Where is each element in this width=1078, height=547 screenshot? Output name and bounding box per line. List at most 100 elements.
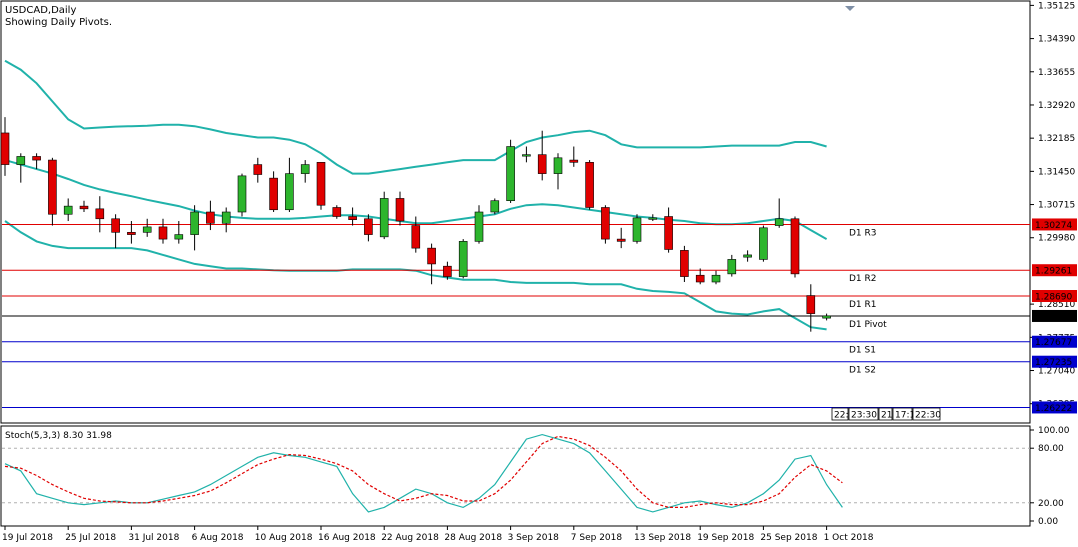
bullish-candle bbox=[743, 254, 752, 258]
bearish-candle bbox=[790, 218, 800, 275]
bearish-candle bbox=[111, 218, 120, 233]
bearish-candle bbox=[601, 207, 610, 240]
time-axis-label: 25 Sep 2018 bbox=[760, 533, 817, 543]
bullish-candle bbox=[727, 259, 737, 275]
bullish-candle bbox=[458, 241, 468, 277]
pivot-price-tag-label: 1.27677 bbox=[1035, 338, 1072, 348]
bearish-candle bbox=[569, 159, 579, 163]
bearish-candle bbox=[332, 207, 342, 217]
time-axis-label: 1 Oct 2018 bbox=[824, 533, 874, 543]
bullish-candle bbox=[142, 226, 152, 233]
time-axis-label: 6 Aug 2018 bbox=[192, 533, 244, 543]
bullish-candle bbox=[190, 211, 199, 235]
bullish-candle bbox=[474, 211, 484, 242]
bearish-candle bbox=[0, 132, 10, 165]
bullish-candle bbox=[16, 156, 26, 165]
stochastic-signal-line bbox=[4, 435, 843, 508]
session-time-label: 22:30 bbox=[834, 411, 860, 421]
bullish-candle bbox=[285, 173, 294, 211]
bearish-candle bbox=[206, 211, 215, 224]
bullish-candle bbox=[774, 218, 784, 226]
pivot-price-tag bbox=[1032, 401, 1077, 414]
time-axis-label: 16 Aug 2018 bbox=[318, 533, 376, 543]
bullish-candle bbox=[759, 227, 768, 260]
bullish-candle bbox=[648, 217, 658, 220]
price-axis-label: 1.34390 bbox=[1038, 35, 1075, 45]
pivot-price-tag-label: 1.30274 bbox=[1035, 221, 1072, 231]
bearish-candle bbox=[664, 216, 673, 250]
bullish-candle bbox=[711, 274, 721, 283]
stoch-axis-label: 80.00 bbox=[1038, 444, 1064, 454]
bearish-candle bbox=[806, 295, 816, 314]
pivot-label: D1 Pivot bbox=[849, 320, 887, 330]
price-axis-label: 1.32920 bbox=[1038, 101, 1075, 111]
session-time-box bbox=[912, 407, 941, 421]
chart-shift-marker[interactable] bbox=[845, 6, 855, 11]
session-time-box bbox=[878, 407, 893, 421]
price-axis-label: 1.29980 bbox=[1038, 234, 1075, 244]
time-axis-label: 28 Aug 2018 bbox=[444, 533, 502, 543]
pivot-note-label: Showing Daily Pivots. bbox=[5, 17, 112, 28]
price-axis-label: 1.33655 bbox=[1038, 68, 1075, 78]
pivot-price-tag bbox=[1032, 335, 1077, 348]
session-time-label: 23:30 bbox=[851, 411, 877, 421]
bearish-candle bbox=[316, 162, 326, 206]
time-axis-label: 3 Sep 2018 bbox=[508, 533, 560, 543]
session-time-box bbox=[892, 407, 913, 421]
bullish-candle bbox=[379, 198, 389, 238]
bearish-candle bbox=[48, 159, 57, 215]
bearish-candle bbox=[95, 208, 105, 220]
bullish-candle bbox=[553, 157, 563, 174]
pivot-price-tag bbox=[1032, 264, 1077, 277]
bullish-candle bbox=[822, 315, 831, 319]
indicator-pane-frame bbox=[0, 425, 1031, 527]
bullish-candle bbox=[221, 211, 231, 224]
time-axis-label: 7 Sep 2018 bbox=[571, 533, 623, 543]
bearish-candle bbox=[253, 164, 263, 175]
bullish-candle bbox=[237, 175, 247, 213]
time-axis-label: 31 Jul 2018 bbox=[128, 533, 179, 543]
stoch-axis-label: 100.00 bbox=[1038, 426, 1070, 436]
bollinger-band-upper bbox=[4, 59, 827, 175]
bearish-candle bbox=[616, 238, 626, 242]
time-axis-label: 22 Aug 2018 bbox=[381, 533, 439, 543]
pivot-label: D1 S1 bbox=[849, 346, 876, 356]
bullish-candle bbox=[506, 146, 515, 202]
bullish-candle bbox=[632, 217, 642, 242]
symbol-label: USDCAD,Daily bbox=[5, 5, 76, 16]
pivot-label: D1 R2 bbox=[849, 274, 877, 284]
main-chart-frame bbox=[0, 0, 1031, 424]
bearish-candle bbox=[443, 265, 452, 277]
bearish-candle bbox=[395, 198, 405, 222]
bullish-candle bbox=[174, 234, 184, 240]
price-axis-label: 1.31450 bbox=[1038, 167, 1075, 177]
pivot-label: D1 R3 bbox=[849, 228, 877, 238]
bearish-candle bbox=[680, 250, 689, 277]
bearish-candle bbox=[585, 162, 594, 208]
time-axis-label: 10 Aug 2018 bbox=[255, 533, 313, 543]
bearish-candle bbox=[348, 216, 357, 220]
pivot-price-tag-label: 1.29261 bbox=[1035, 267, 1072, 277]
pivot-price-tag-label: 1.27235 bbox=[1035, 358, 1072, 368]
bearish-candle bbox=[127, 232, 136, 235]
bearish-candle bbox=[695, 274, 705, 283]
bearish-candle bbox=[32, 156, 41, 161]
session-time-label: 22:30 bbox=[915, 411, 941, 421]
time-axis-label: 19 Sep 2018 bbox=[697, 533, 754, 543]
stoch-axis-label: 20.00 bbox=[1038, 499, 1064, 509]
price-axis-label: 1.30715 bbox=[1038, 201, 1075, 211]
bearish-candle bbox=[79, 205, 89, 210]
bearish-candle bbox=[411, 225, 421, 249]
price-axis-label: 1.35125 bbox=[1038, 1, 1075, 11]
pivot-price-tag bbox=[1032, 218, 1077, 231]
price-axis-label: 1.28510 bbox=[1038, 300, 1075, 310]
price-axis-label: 1.27040 bbox=[1038, 367, 1075, 377]
pivot-price-tag bbox=[1032, 355, 1077, 368]
session-time-label: 21 bbox=[881, 411, 892, 421]
pivot-price-tag-label: 1.26222 bbox=[1035, 404, 1072, 414]
pivot-price-tag-label: 1.28690 bbox=[1035, 293, 1072, 303]
bullish-candle bbox=[300, 164, 310, 174]
pivot-label: D1 R1 bbox=[849, 300, 877, 310]
bullish-candle bbox=[522, 154, 531, 157]
